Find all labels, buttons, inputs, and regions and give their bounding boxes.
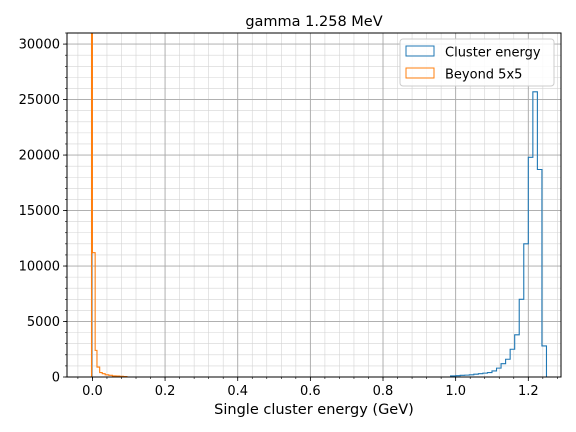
x-axis-label: Single cluster energy (GeV) bbox=[214, 402, 414, 418]
x-tick-label: 0.8 bbox=[373, 384, 394, 399]
y-tick-label: 15000 bbox=[19, 204, 60, 219]
y-tick-label: 0 bbox=[52, 371, 60, 386]
y-tick-label: 10000 bbox=[19, 260, 60, 275]
y-tick-label: 20000 bbox=[19, 149, 60, 164]
y-tick-label: 25000 bbox=[19, 93, 60, 108]
legend-label-cluster-energy: Cluster energy bbox=[445, 46, 541, 61]
plot-frame bbox=[66, 32, 562, 378]
legend-box bbox=[399, 38, 555, 87]
histogram-beyond-5x5 bbox=[90, 32, 128, 378]
series-layer bbox=[90, 32, 548, 378]
y-axis: 0 5000 10000 15000 20000 25000 30000 bbox=[19, 32, 67, 386]
y-tick-label: 30000 bbox=[19, 38, 60, 53]
legend-swatch-cluster-energy bbox=[405, 45, 435, 57]
legend-swatch-beyond-5x5 bbox=[405, 67, 435, 79]
chart-title: gamma 1.258 MeV bbox=[245, 14, 382, 30]
y-tick-label: 5000 bbox=[27, 315, 60, 330]
x-tick-label: 0.6 bbox=[300, 384, 321, 399]
x-tick-label: 0.2 bbox=[155, 384, 176, 399]
histogram-cluster-energy bbox=[450, 91, 548, 377]
x-axis: 0.0 0.2 0.4 0.6 0.8 1.0 1.2 bbox=[77, 377, 558, 399]
legend: Cluster energy Beyond 5x5 bbox=[399, 38, 555, 87]
x-tick-label: 1.0 bbox=[445, 384, 466, 399]
x-tick-label: 0.0 bbox=[82, 384, 103, 399]
legend-label-beyond-5x5: Beyond 5x5 bbox=[445, 68, 522, 83]
x-tick-label: 1.2 bbox=[518, 384, 539, 399]
x-tick-label: 0.4 bbox=[227, 384, 248, 399]
